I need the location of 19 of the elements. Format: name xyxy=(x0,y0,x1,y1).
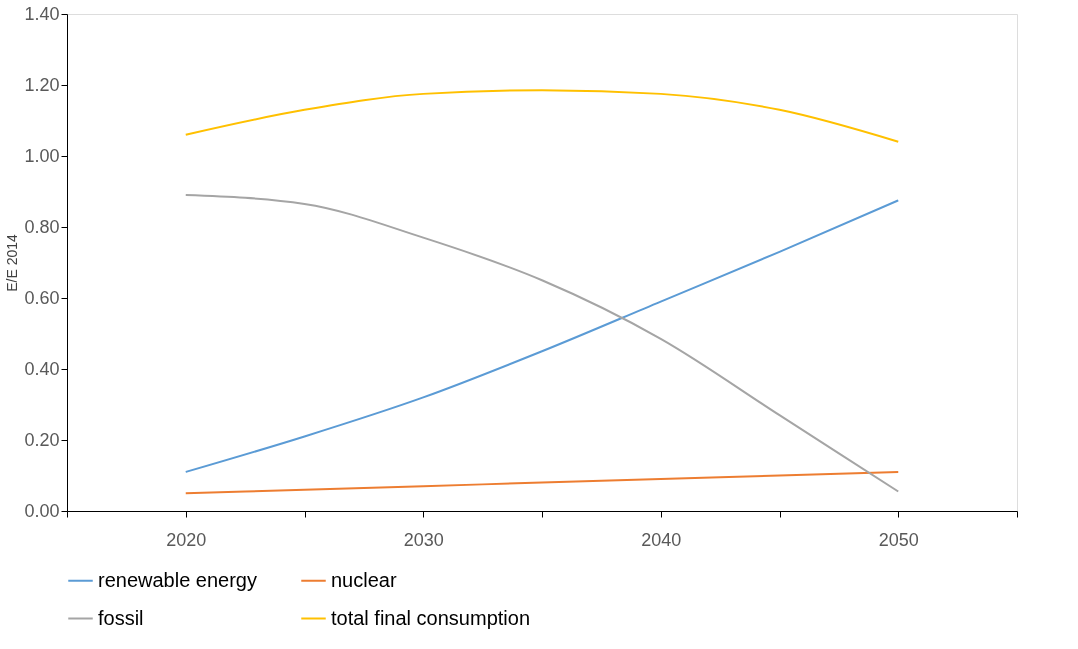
y-tick-label: 0.20 xyxy=(24,429,60,450)
y-tick-label: 1.20 xyxy=(24,74,60,95)
x-tick-label: 2050 xyxy=(878,529,919,550)
x-tick-label: 2020 xyxy=(166,529,207,550)
line-series xyxy=(184,470,900,495)
legend-label: total final consumption xyxy=(331,606,531,629)
legend-label: fossil xyxy=(98,606,144,629)
y-tick-label: 0.60 xyxy=(24,287,60,308)
line-series xyxy=(184,89,900,143)
y-axis-title: E/E 2014 xyxy=(4,233,21,292)
legend-label: renewable energy xyxy=(98,568,257,591)
x-tick-label: 2030 xyxy=(403,529,444,550)
y-tick-label: 1.00 xyxy=(24,145,60,166)
y-tick-label: 1.40 xyxy=(24,3,60,24)
y-tick-label: 0.00 xyxy=(24,500,60,521)
x-tick-label: 2040 xyxy=(641,529,682,550)
y-tick-label: 0.80 xyxy=(24,216,60,237)
y-tick-label: 0.40 xyxy=(24,358,60,379)
legend-label: nuclear xyxy=(331,568,397,591)
